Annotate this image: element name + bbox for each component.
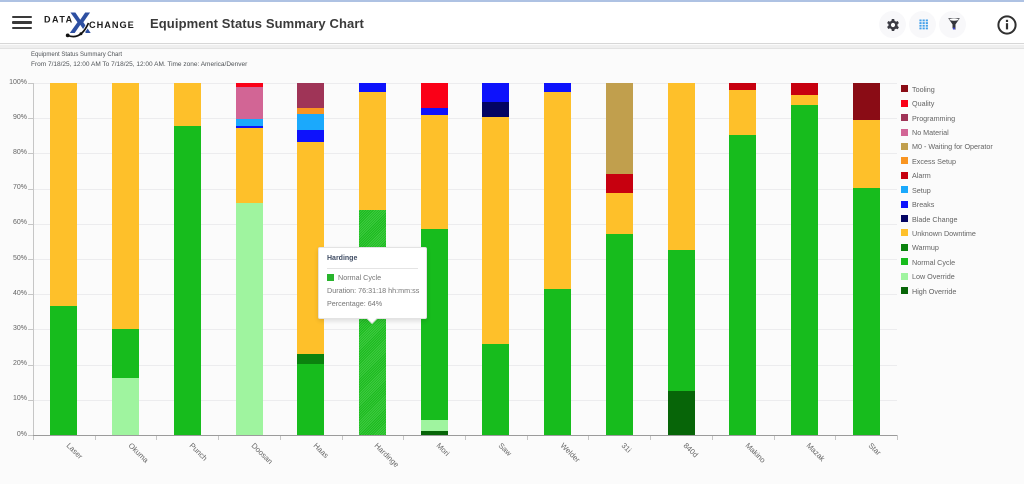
svg-text:CHANGE: CHANGE [89, 20, 135, 30]
svg-text:DATA: DATA [44, 14, 74, 24]
svg-text:X: X [70, 7, 92, 40]
